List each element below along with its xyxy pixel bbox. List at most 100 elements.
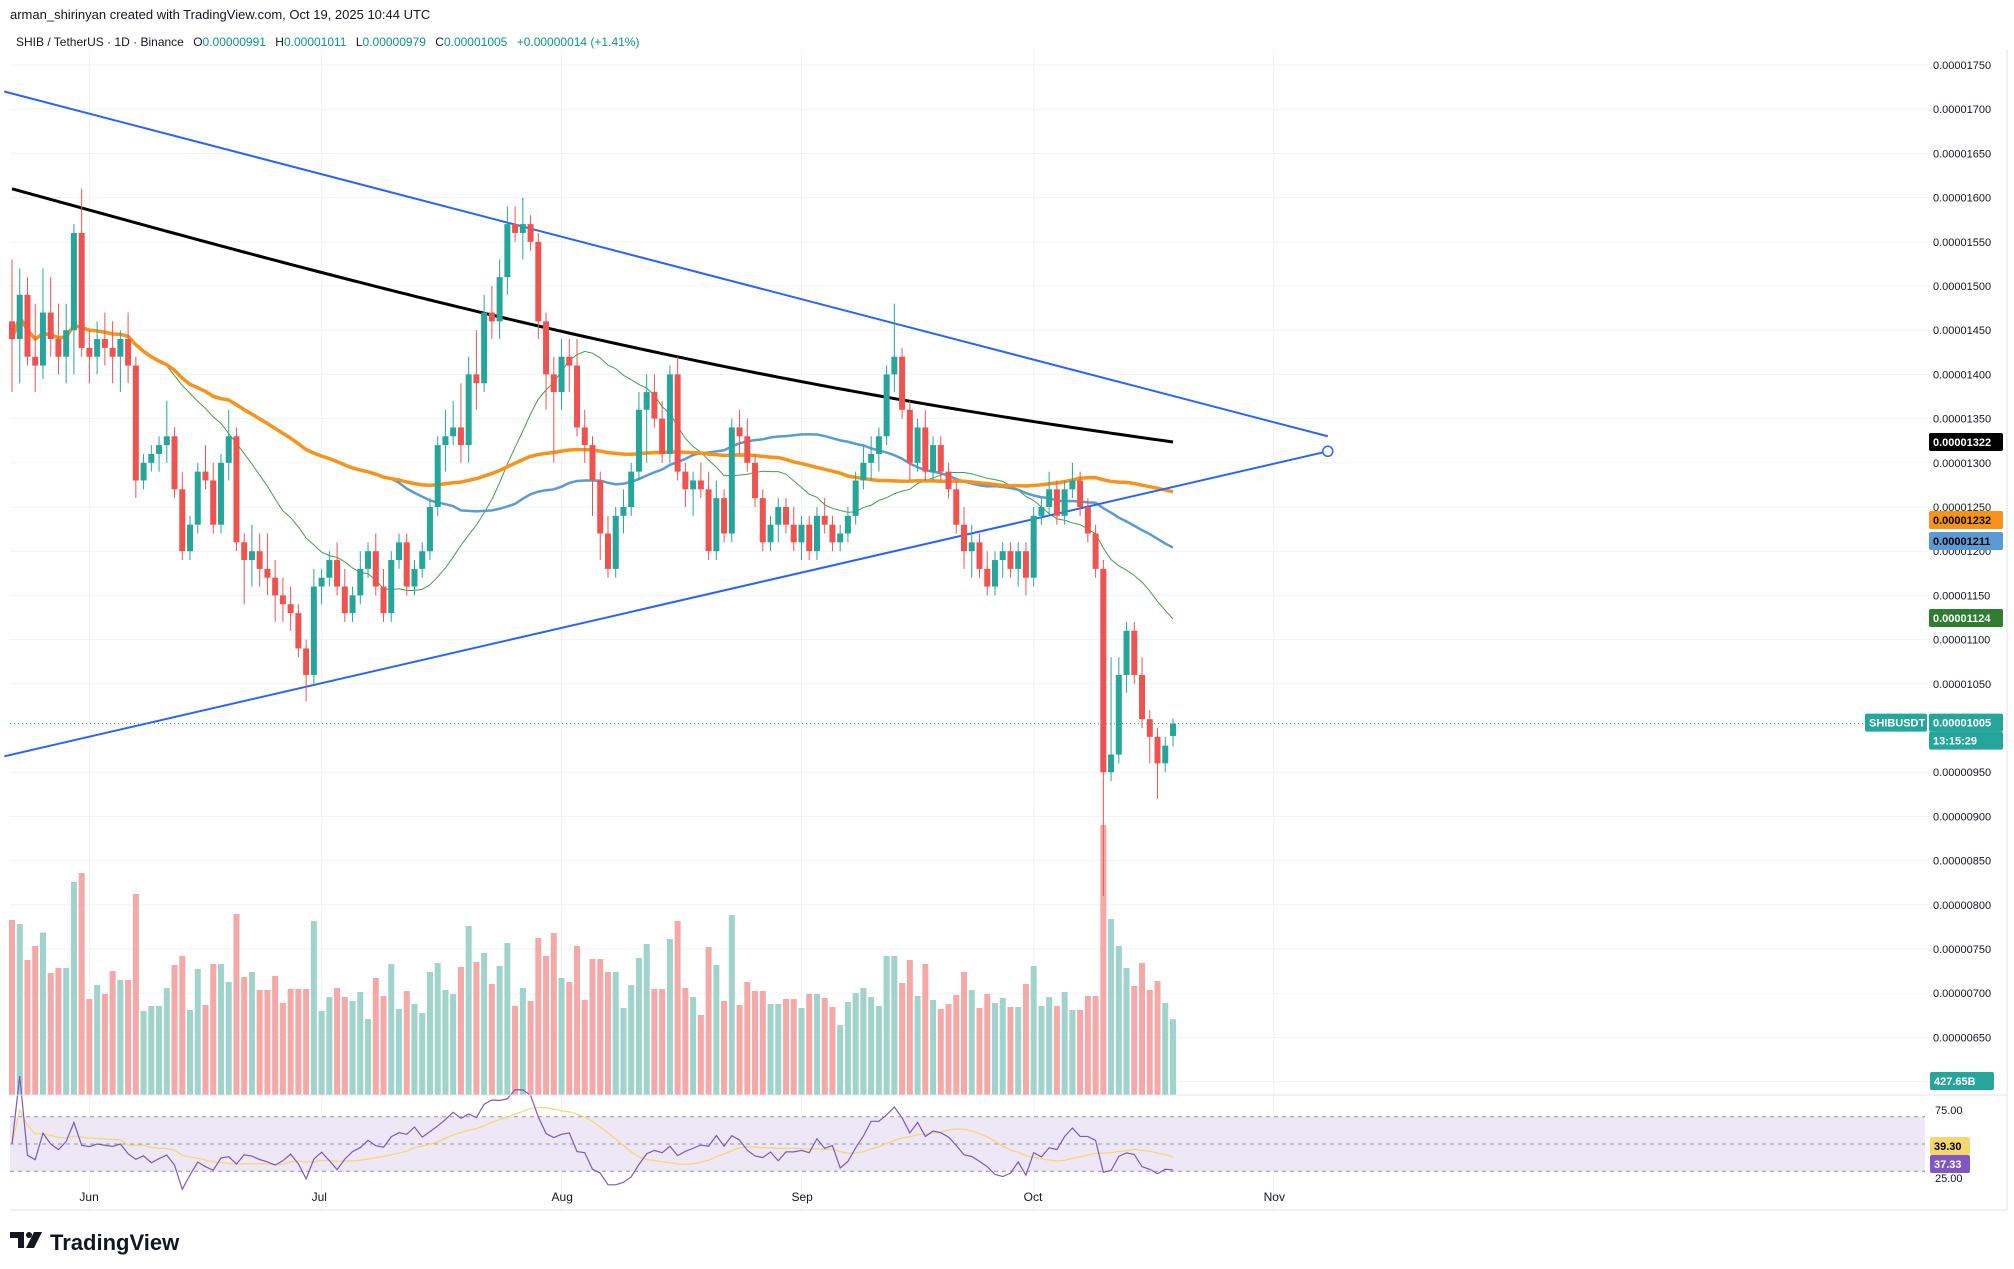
countdown-tag-bg: [1929, 731, 2003, 750]
candle-body: [78, 232, 85, 348]
candle-body: [1053, 489, 1060, 516]
candle-body: [39, 312, 46, 366]
volume-bar: [1108, 919, 1115, 1095]
volume-bar: [210, 964, 217, 1095]
candle-body: [496, 277, 503, 322]
volume-bar: [1162, 1003, 1169, 1095]
volume-bar: [1007, 1007, 1014, 1095]
volume-bar: [419, 1013, 426, 1095]
rsi-value-tag-text: 37.33: [1934, 1159, 1962, 1171]
volume-bar: [1131, 986, 1138, 1095]
volume-bar: [543, 956, 550, 1095]
price-tick-label: 0.00001050: [1933, 679, 1991, 691]
tradingview-logo-icon: [10, 1230, 44, 1256]
price-tick-label: 0.00001600: [1933, 193, 1991, 205]
ma20-line: [11, 315, 1174, 620]
time-axis[interactable]: Jun Jul Aug Sep Oct Nov: [79, 1190, 1285, 1204]
candle-body: [767, 524, 774, 543]
candle-body: [628, 471, 635, 507]
ma200-line: [11, 187, 1174, 444]
candle-body: [132, 365, 139, 481]
volume-bar: [1015, 1007, 1022, 1095]
candle-body: [752, 462, 759, 499]
close-value: 0.00001005: [443, 35, 508, 49]
candle-body: [790, 524, 797, 543]
candle-body: [241, 542, 248, 561]
volume-bar: [403, 991, 410, 1095]
candle-body: [1146, 719, 1153, 737]
volume-bar: [759, 991, 766, 1095]
volume-bar: [705, 947, 712, 1095]
volume-bar: [16, 924, 23, 1095]
volume-bar: [937, 1009, 944, 1095]
candle-body: [697, 480, 704, 490]
candle-body: [287, 604, 294, 614]
candle-body: [527, 224, 534, 242]
candle-body: [597, 480, 604, 534]
volume-bar: [504, 943, 511, 1095]
volume-bar: [55, 968, 62, 1095]
volume-bar: [852, 993, 859, 1095]
price-tick-label: 0.00001100: [1933, 635, 1990, 647]
price-tick-label: 0.00000700: [1933, 988, 1991, 1000]
volume-bar: [922, 964, 929, 1095]
price-tick-label: 0.00001650: [1933, 148, 1991, 160]
candle-body: [16, 294, 23, 340]
volume-bar: [47, 973, 54, 1095]
candle-body: [659, 418, 666, 454]
candle-body: [1030, 515, 1037, 578]
volume-bar: [628, 985, 635, 1095]
symbol-price-tag-bg: [1865, 713, 1927, 732]
candle-body: [783, 507, 789, 525]
volume-bar: [550, 933, 557, 1095]
candle-body: [156, 445, 163, 454]
volume-bar: [39, 932, 46, 1095]
volume-bar: [457, 967, 464, 1095]
candle-body: [558, 356, 565, 393]
candle-body: [9, 321, 15, 340]
symbol-title[interactable]: SHIB / TetherUS · 1D · Binance: [16, 35, 184, 49]
volume-bar: [256, 990, 263, 1095]
volume-bar: [690, 997, 697, 1095]
candle-body: [922, 427, 929, 472]
volume-bar: [1077, 1010, 1084, 1095]
volume-bar: [125, 980, 132, 1095]
candle-body: [813, 515, 820, 552]
candle-body: [488, 312, 495, 322]
volume-bar: [829, 1007, 836, 1095]
price-tick-label: 0.00001750: [1933, 60, 1991, 72]
ma200-price-tag: 0.00001322: [1929, 433, 2003, 451]
tradingview-brand[interactable]: TradingView: [10, 1230, 179, 1256]
candle-body: [442, 436, 449, 446]
open-label: O: [193, 35, 203, 49]
candle-body: [852, 480, 859, 516]
volume-bar: [860, 988, 867, 1095]
candle-body: [419, 551, 426, 569]
candle-body: [171, 436, 178, 490]
volume-bar: [465, 926, 472, 1095]
volume-bar: [945, 1004, 952, 1095]
candle-body: [1077, 480, 1084, 507]
volume-bar: [767, 1004, 774, 1095]
volume-bar: [1022, 984, 1029, 1095]
volume-bar: [728, 915, 735, 1095]
candle-body: [202, 471, 209, 481]
candle-body: [63, 330, 70, 357]
candle-body: [968, 542, 975, 552]
volume-bar: [349, 1001, 356, 1095]
volume-bar: [906, 960, 913, 1095]
candle-body: [24, 294, 31, 357]
trendline: [4, 90, 1329, 438]
rsi-value-tag-bg: [1930, 1155, 1970, 1173]
candle-body: [101, 339, 108, 348]
ma100-price-tag-bg: [1929, 511, 2003, 529]
volume-bar: [783, 999, 789, 1095]
countdown-tag: 13:15:29: [1929, 731, 2003, 750]
candle-body: [86, 347, 93, 357]
candle-body: [976, 542, 983, 569]
volume-bar: [357, 992, 364, 1095]
volume-bar: [790, 999, 797, 1095]
volume-bar: [519, 988, 526, 1095]
volume-bar: [620, 1008, 627, 1095]
